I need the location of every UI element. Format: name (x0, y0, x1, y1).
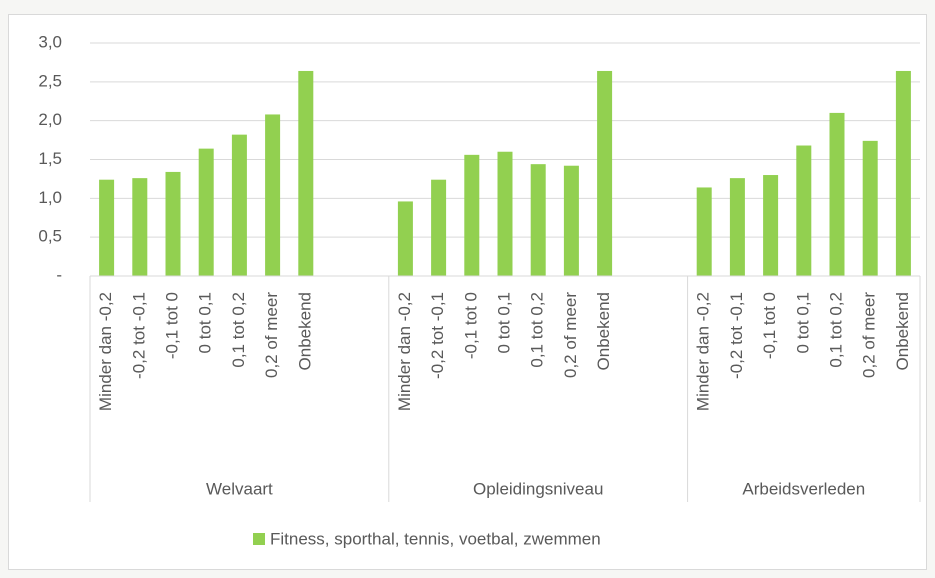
bar (563, 165, 579, 276)
bar (796, 145, 812, 276)
bar (198, 148, 214, 276)
bar (597, 70, 613, 277)
group-label: Arbeidsverleden (742, 479, 865, 498)
y-tick-label: 1,0 (38, 188, 62, 207)
x-tick-label: Onbekend (594, 292, 613, 370)
bar (696, 187, 712, 276)
legend-swatch (253, 533, 265, 545)
x-tick-label: -0,2 tot -0,1 (727, 292, 746, 379)
bar (298, 70, 314, 277)
bar (763, 175, 779, 276)
x-tick-label: Minder dan -0,2 (395, 292, 414, 411)
bar (99, 179, 115, 276)
x-tick-label: -0,2 tot -0,1 (428, 292, 447, 379)
bar (132, 178, 148, 276)
x-tick-label: 0,1 tot 0,2 (528, 292, 547, 368)
y-tick-label: 3,0 (38, 32, 62, 51)
group-label: Opleidingsniveau (473, 479, 603, 498)
y-tick-label: 0,5 (38, 227, 62, 246)
x-tick-label: 0 tot 0,1 (793, 292, 812, 353)
x-tick-label: Minder dan -0,2 (96, 292, 115, 411)
x-tick-label: 0,2 of meer (262, 292, 281, 378)
bar (464, 154, 480, 276)
x-tick-label: 0 tot 0,1 (196, 292, 215, 353)
bar (497, 151, 513, 276)
x-tick-label: Onbekend (893, 292, 912, 370)
bar (265, 114, 281, 276)
x-tick-label: 0,1 tot 0,2 (229, 292, 248, 368)
bar (431, 179, 447, 276)
bar (895, 70, 911, 277)
x-tick-label: -0,1 tot 0 (760, 292, 779, 359)
chart-area (8, 14, 927, 570)
y-tick-label: 1,5 (38, 149, 62, 168)
x-tick-label: 0,2 of meer (561, 292, 580, 378)
x-tick-label: 0,1 tot 0,2 (826, 292, 845, 368)
bar (729, 178, 745, 276)
bar (397, 201, 413, 276)
legend-label: Fitness, sporthal, tennis, voetbal, zwem… (270, 529, 601, 548)
x-tick-label: -0,2 tot -0,1 (129, 292, 148, 379)
x-tick-label: Minder dan -0,2 (694, 292, 713, 411)
x-tick-label: Onbekend (295, 292, 314, 370)
y-tick-label: 2,0 (38, 110, 62, 129)
bar (530, 164, 546, 276)
bar (231, 134, 247, 276)
x-tick-label: -0,1 tot 0 (162, 292, 181, 359)
y-tick-label: 2,5 (38, 71, 62, 90)
y-tick-label: - (56, 265, 62, 284)
x-tick-label: -0,1 tot 0 (461, 292, 480, 359)
bar (165, 171, 181, 276)
bar (862, 140, 878, 276)
group-label: Welvaart (206, 479, 273, 498)
x-tick-label: 0,2 of meer (860, 292, 879, 378)
x-tick-label: 0 tot 0,1 (494, 292, 513, 353)
bar (829, 112, 845, 277)
